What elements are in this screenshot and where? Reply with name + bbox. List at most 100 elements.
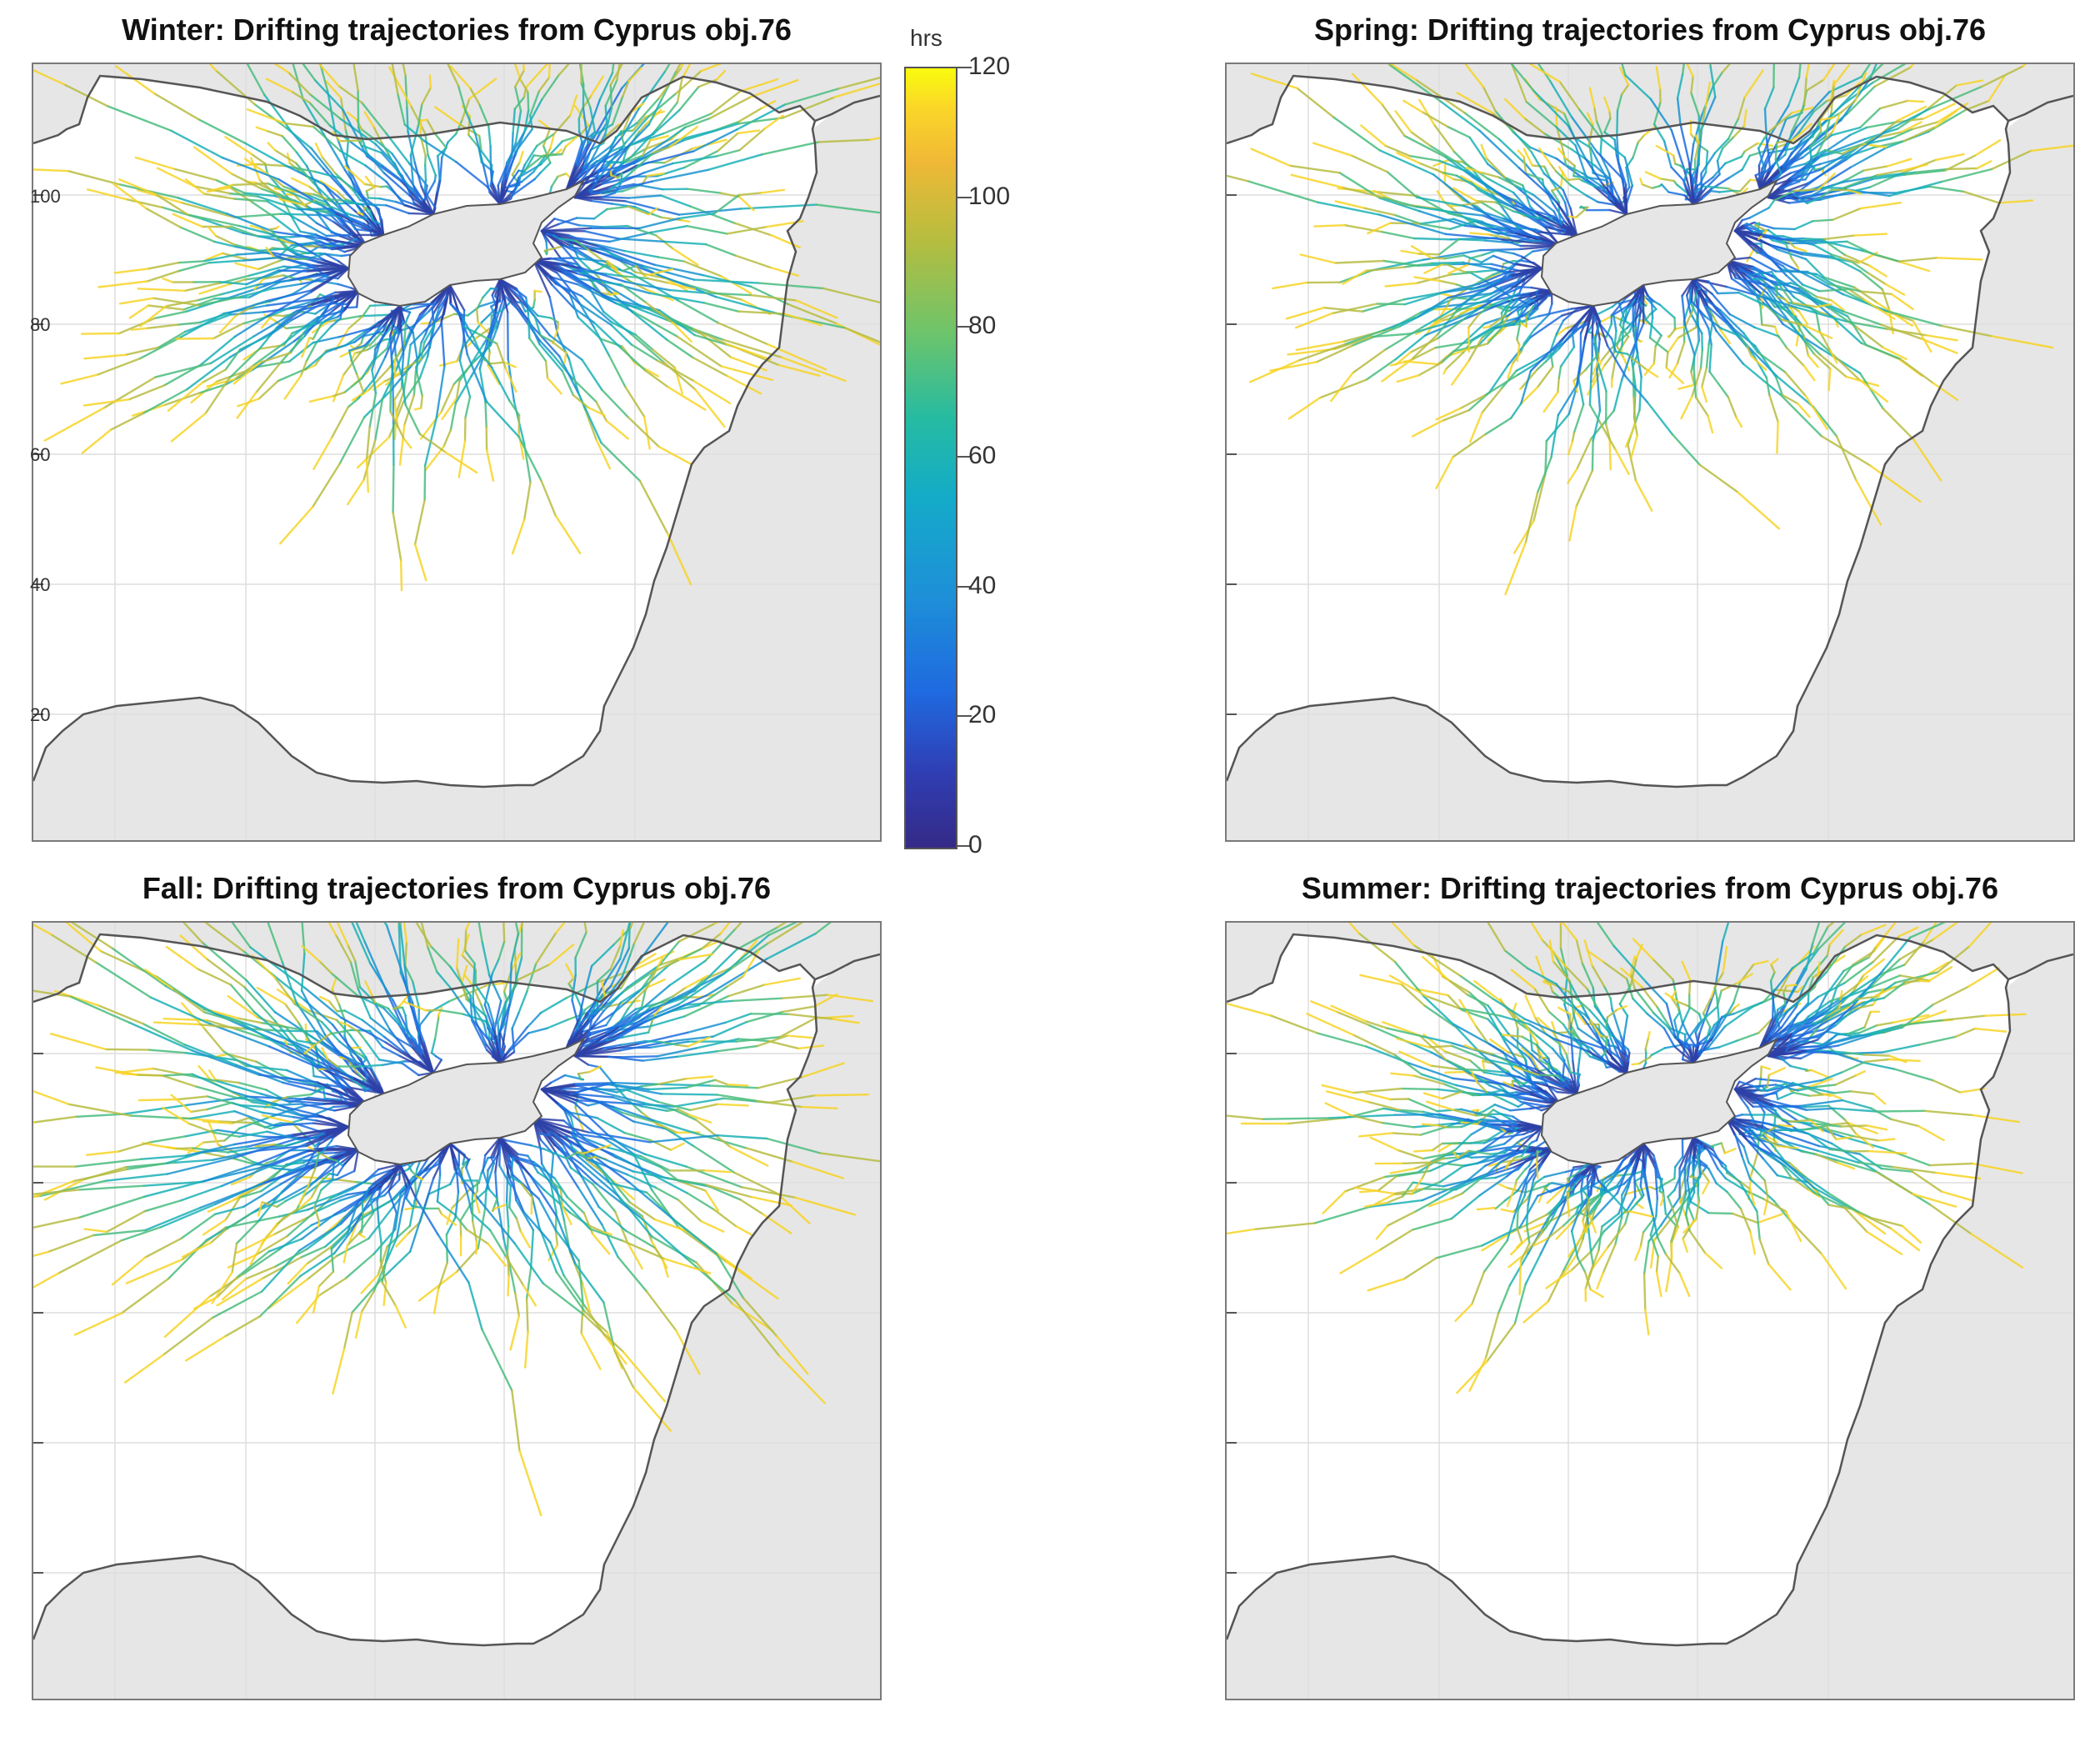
trajectory-segment <box>1468 232 1491 236</box>
trajectory-segment <box>419 118 422 137</box>
trajectory-segment <box>1597 363 1608 393</box>
trajectory-segment <box>153 362 212 378</box>
trajectory-segment <box>1668 328 1677 338</box>
ytick-label: 100 <box>30 186 61 207</box>
trajectory-segment <box>305 263 325 275</box>
trajectory-segment <box>138 336 182 360</box>
trajectory-segment <box>528 318 541 346</box>
trajectory-segment <box>358 1209 375 1219</box>
trajectory-segment <box>312 1122 350 1129</box>
trajectory-segment <box>350 1029 371 1033</box>
trajectory-segment <box>392 1004 401 1010</box>
trajectory-segment <box>399 923 402 928</box>
trajectory-segment <box>1500 369 1518 390</box>
trajectory-segment <box>464 109 477 135</box>
trajectory-segment <box>424 163 428 182</box>
trajectory-segment <box>1452 433 1487 458</box>
trajectory-segment <box>627 205 650 216</box>
trajectory-segment <box>464 395 472 419</box>
trajectory-segment <box>626 1241 643 1270</box>
trajectory-segment <box>1698 140 1701 166</box>
trajectory-segment <box>1827 256 1852 263</box>
trajectory-segment <box>791 1160 844 1179</box>
trajectory-segment <box>1495 249 1515 255</box>
trajectory-segment <box>527 313 531 339</box>
trajectory-segment <box>465 923 471 931</box>
trajectory-segment <box>1618 303 1627 323</box>
trajectory-segment <box>488 1189 498 1200</box>
trajectory-segment <box>144 1237 182 1259</box>
trajectory-segment <box>1742 108 1748 128</box>
trajectory-segment <box>1410 245 1432 259</box>
trajectory-segment <box>496 1197 505 1240</box>
trajectory-segment <box>1804 342 1815 355</box>
trajectory-segment <box>1738 268 1755 276</box>
trajectory-segment <box>285 193 296 197</box>
cyprus-island <box>347 1037 586 1166</box>
trajectory-segment <box>1557 384 1578 417</box>
trajectory-segment <box>1381 103 1406 138</box>
trajectory-segment <box>1678 383 1696 390</box>
trajectory-segment <box>1690 371 1696 386</box>
trajectory-segment <box>1844 186 1871 194</box>
trajectory-segment <box>1754 169 1767 177</box>
trajectory-segment <box>286 263 308 270</box>
trajectory-segment <box>532 1160 556 1179</box>
trajectory-segment <box>564 134 580 148</box>
trajectory-segment <box>568 1132 612 1140</box>
trajectory-segment <box>273 1167 298 1172</box>
trajectory-segment <box>1754 293 1798 309</box>
trajectory-segment <box>330 1248 335 1273</box>
trajectory-segment <box>529 1144 545 1150</box>
trajectory-segment <box>256 195 299 211</box>
trajectory-segment <box>1730 278 1754 294</box>
trajectory-segment <box>297 208 330 211</box>
trajectory-segment <box>643 268 674 278</box>
trajectory-segment <box>350 359 358 375</box>
trajectory-segment <box>336 1009 346 1013</box>
trajectory-segment <box>1630 357 1648 371</box>
trajectory-segment <box>238 1189 262 1199</box>
trajectory-segment <box>317 1220 321 1228</box>
trajectory-segment <box>1824 234 1856 241</box>
trajectory-segment <box>1416 196 1465 208</box>
trajectory-segment <box>342 238 358 246</box>
trajectory-segment <box>565 1017 591 1049</box>
trajectory-segment <box>455 119 463 135</box>
trajectory-segment <box>301 337 311 358</box>
trajectory-segment <box>1478 271 1508 285</box>
trajectory-segment <box>123 1354 165 1384</box>
trajectory-segment <box>412 331 418 361</box>
trajectory-segment <box>1531 164 1546 168</box>
trajectory-segment <box>832 83 880 98</box>
trajectory-segment <box>548 334 583 361</box>
trajectory-segment <box>541 74 560 101</box>
trajectory-segment <box>630 102 645 113</box>
trajectory-segment <box>436 970 453 991</box>
trajectory-segment <box>1753 326 1780 338</box>
trajectory-segment <box>1600 137 1626 159</box>
trajectory-segment <box>480 1201 516 1244</box>
trajectory-segment <box>1478 288 1512 310</box>
trajectory-segment <box>465 1159 470 1169</box>
trajectory-segment <box>1510 64 1535 92</box>
trajectory-segment <box>1598 421 1617 451</box>
trajectory-segment <box>794 1196 857 1216</box>
trajectory-segment <box>1820 188 1833 198</box>
trajectory-segment <box>597 245 656 266</box>
trajectory-segment <box>537 314 552 319</box>
trajectory-segment <box>1342 269 1368 285</box>
trajectory-segment <box>1475 268 1498 273</box>
trajectory-segment <box>712 1208 738 1228</box>
trajectory-segment <box>292 1115 318 1122</box>
trajectory-segment <box>228 347 261 379</box>
trajectory-segment <box>420 923 429 949</box>
trajectory-segment <box>1737 491 1780 530</box>
trajectory-segment <box>257 1201 263 1217</box>
trajectory-segment <box>1613 329 1618 347</box>
trajectory-segment <box>527 308 537 318</box>
trajectory-segment <box>1760 287 1768 297</box>
trajectory-segment <box>378 197 398 203</box>
trajectory-segment <box>652 1120 678 1134</box>
trajectory-segment <box>260 1021 301 1031</box>
